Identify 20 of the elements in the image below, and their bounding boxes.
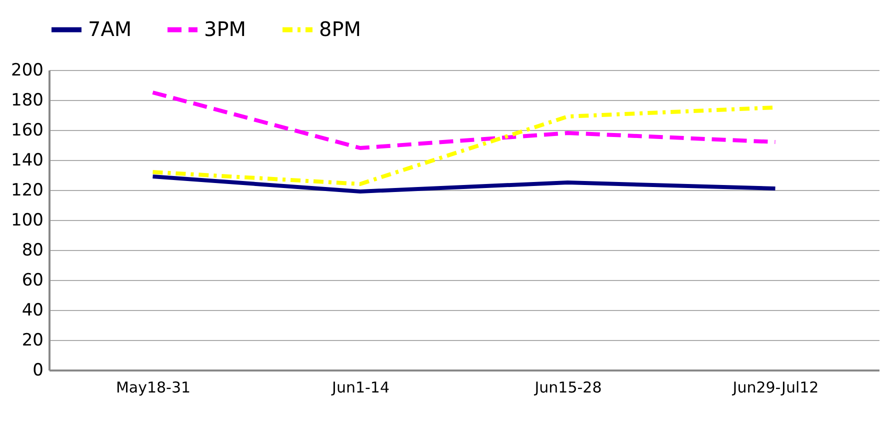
x-tick-label: Jun1-14: [331, 378, 390, 396]
line-series: [150, 90, 778, 150]
line-series: [150, 174, 778, 194]
y-tick-label: 120: [11, 180, 44, 200]
y-tick-label: 200: [11, 60, 44, 80]
y-tick-label: 180: [11, 90, 44, 110]
x-tick-label: Jun29-Jul12: [732, 378, 819, 396]
y-tick-label: 60: [22, 270, 44, 290]
y-tick-label: 0: [32, 360, 44, 380]
legend-label: 8PM: [319, 16, 362, 41]
x-tick-label: May18-31: [116, 378, 191, 396]
x-tick-label: Jun15-28: [534, 378, 602, 396]
y-tick-label: 20: [22, 330, 44, 350]
y-tick-label: 100: [11, 210, 44, 230]
y-tick-label: 140: [11, 150, 44, 170]
y-tick-label: 80: [22, 240, 44, 260]
y-tick-label: 160: [11, 120, 44, 140]
y-tick-label: 40: [22, 300, 44, 320]
legend-label: 3PM: [204, 16, 246, 41]
legend-label: 7AM: [88, 16, 132, 41]
